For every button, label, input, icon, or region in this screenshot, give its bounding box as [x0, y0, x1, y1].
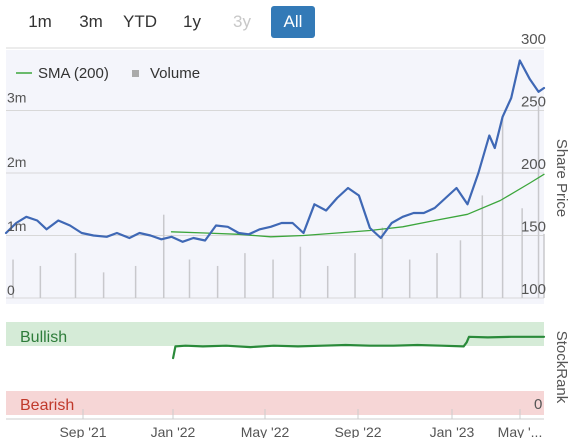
- chart-legend[interactable]: SMA (200) Volume: [16, 65, 200, 82]
- volume-bar: [299, 246, 302, 298]
- volume-bar: [354, 253, 356, 298]
- bullish-band: [6, 322, 544, 346]
- price-series: [4, 59, 546, 243]
- volume-bar: [162, 214, 165, 298]
- volume-bar: [521, 208, 523, 298]
- volume-bar: [39, 265, 42, 298]
- x-tick-label: Jan '23: [430, 424, 475, 438]
- x-tick-label: Sep '22: [334, 424, 381, 438]
- volume-bar: [481, 195, 484, 298]
- bearish-label: Bearish: [20, 397, 74, 414]
- sma-line: [170, 173, 545, 238]
- range-selector: 1m 3m YTD 1y 3y All: [0, 6, 582, 38]
- x-tick-label: Sep '21: [59, 424, 106, 438]
- volume-bar: [272, 259, 274, 298]
- volume-bar: [12, 259, 14, 298]
- range-button-all[interactable]: All: [271, 6, 315, 38]
- x-axis-ticks: Sep '21 Jan '22 May '22 Sep '22 Jan '23 May '…: [59, 409, 542, 438]
- legend-volume-label[interactable]: Volume: [150, 65, 200, 82]
- price-tick-label: 200: [521, 156, 546, 173]
- volume-bar: [537, 105, 540, 298]
- volume-tick-label: 1m: [7, 218, 26, 234]
- range-button-1y[interactable]: 1y: [183, 12, 201, 31]
- range-button-3m[interactable]: 3m: [79, 12, 103, 31]
- volume-bar: [134, 265, 137, 298]
- volume-bars: [12, 105, 545, 298]
- range-button-1m[interactable]: 1m: [28, 12, 52, 31]
- sma-series: [170, 173, 545, 238]
- legend-sma-label[interactable]: SMA (200): [38, 65, 109, 82]
- range-button-3y: 3y: [233, 12, 251, 31]
- legend-volume-swatch: [132, 70, 139, 77]
- x-tick-label: Jan '22: [151, 424, 196, 438]
- volume-bar: [501, 118, 504, 298]
- price-tick-label: 100: [521, 281, 546, 298]
- volume-bar: [244, 253, 246, 298]
- volume-tick-label: 0: [7, 282, 15, 298]
- volume-bar: [102, 272, 105, 298]
- price-y-axis-ticks: 300 250 200 150 100: [521, 31, 546, 298]
- volume-bar: [74, 253, 77, 298]
- bearish-band: [6, 391, 544, 415]
- volume-bar: [543, 233, 545, 298]
- price-tick-label: 300: [521, 31, 546, 48]
- volume-bar: [408, 259, 411, 298]
- volume-bar: [216, 265, 219, 298]
- price-plot-background: [6, 50, 544, 304]
- price-tick-label: 250: [521, 94, 546, 111]
- stockrank-zero-tick: 0: [534, 396, 542, 413]
- stockrank-series: [172, 335, 546, 360]
- volume-tick-label: 3m: [7, 90, 26, 106]
- bullish-label: Bullish: [20, 329, 67, 346]
- volume-bar: [459, 240, 462, 298]
- volume-y-axis-ticks: 3m 2m 1m 0: [7, 90, 26, 298]
- range-button-ytd[interactable]: YTD: [123, 12, 157, 31]
- price-axis-title: Share Price: [553, 139, 570, 217]
- x-tick-label: May '...: [498, 424, 543, 438]
- price-tick-label: 150: [521, 219, 546, 236]
- volume-tick-label: 2m: [7, 154, 26, 170]
- volume-bar: [326, 265, 329, 298]
- stockrank-line: [172, 335, 546, 360]
- price-line: [4, 59, 546, 243]
- volume-bar: [381, 227, 384, 298]
- stockrank-axis-title: StockRank: [553, 331, 570, 404]
- volume-bar: [188, 259, 191, 298]
- x-tick-label: May '22: [241, 424, 290, 438]
- volume-bar: [436, 253, 438, 298]
